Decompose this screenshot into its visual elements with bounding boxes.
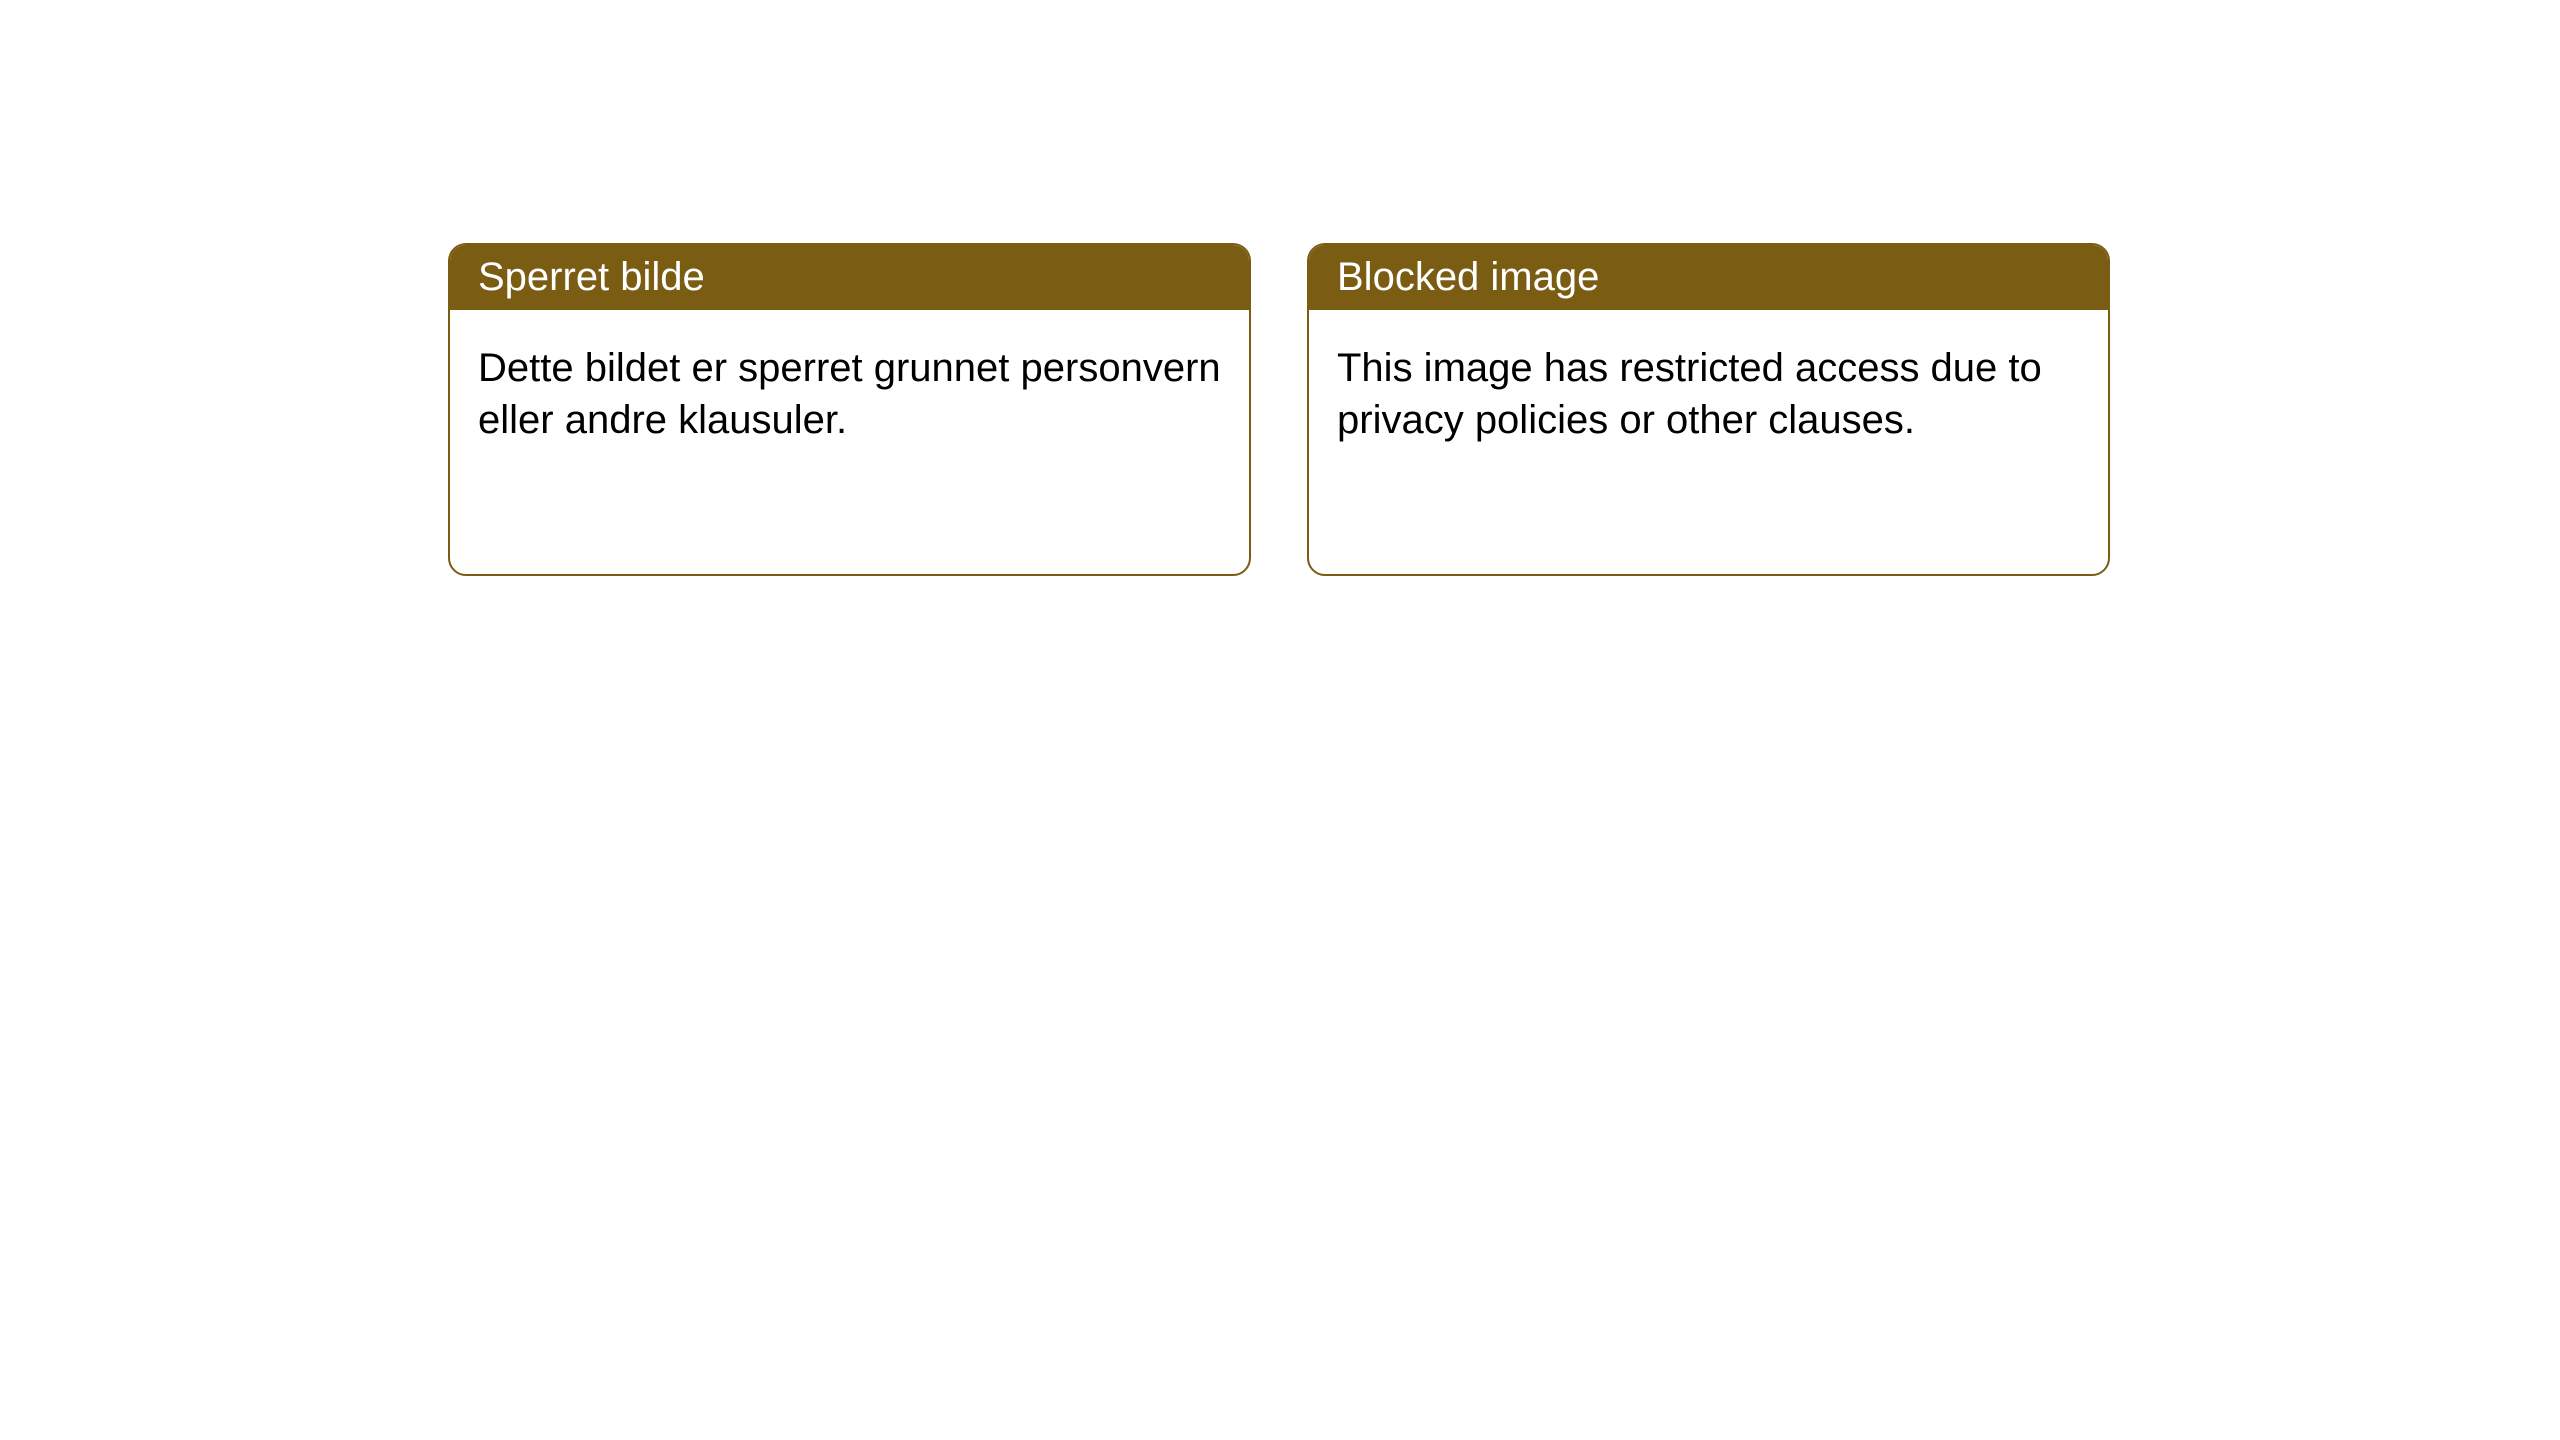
notice-card-norwegian: Sperret bilde Dette bildet er sperret gr… <box>448 243 1251 576</box>
notice-body: Dette bildet er sperret grunnet personve… <box>450 310 1249 478</box>
notice-header: Sperret bilde <box>450 245 1249 310</box>
notice-header: Blocked image <box>1309 245 2108 310</box>
notice-card-english: Blocked image This image has restricted … <box>1307 243 2110 576</box>
notice-container: Sperret bilde Dette bildet er sperret gr… <box>448 243 2110 576</box>
notice-body: This image has restricted access due to … <box>1309 310 2108 478</box>
